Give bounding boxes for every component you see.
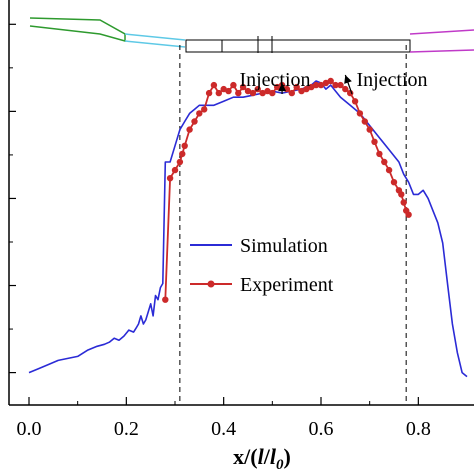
data-point-experiment bbox=[332, 81, 339, 89]
annotation-arrow-head bbox=[344, 75, 352, 84]
data-point-experiment bbox=[264, 87, 271, 95]
data-point-experiment bbox=[269, 89, 276, 97]
data-point-experiment bbox=[205, 89, 213, 97]
x-axis-title-l0: l bbox=[270, 444, 277, 469]
x-axis-title-slash: / bbox=[263, 444, 271, 469]
data-point-experiment bbox=[303, 85, 310, 93]
data-point-experiment bbox=[390, 179, 398, 186]
data-point-experiment bbox=[398, 191, 405, 198]
data-point-experiment bbox=[162, 296, 169, 303]
data-point-experiment bbox=[376, 150, 383, 158]
data-point-experiment bbox=[342, 85, 349, 93]
x-tick-label: 0.2 bbox=[114, 418, 139, 440]
data-point-experiment bbox=[347, 89, 354, 97]
data-point-experiment bbox=[322, 79, 330, 87]
data-point-experiment bbox=[201, 106, 208, 113]
x-tick-label: 0.4 bbox=[211, 418, 236, 440]
data-point-experiment bbox=[254, 85, 261, 93]
data-point-experiment bbox=[312, 81, 320, 89]
data-point-experiment bbox=[225, 87, 232, 95]
data-point-experiment bbox=[400, 199, 407, 206]
data-point-experiment bbox=[176, 158, 184, 166]
data-point-experiment bbox=[244, 87, 252, 95]
data-point-experiment bbox=[298, 87, 305, 95]
data-point-experiment bbox=[361, 118, 368, 125]
x-axis-title-close: ) bbox=[284, 444, 291, 469]
series-line-simulation bbox=[28, 80, 468, 378]
data-point-experiment bbox=[239, 83, 247, 91]
data-point-experiment bbox=[381, 158, 388, 166]
data-point-experiment bbox=[317, 81, 325, 89]
data-point-experiment bbox=[293, 83, 300, 91]
annotations: Injection Injection bbox=[239, 69, 428, 95]
x-tick-label: 0.0 bbox=[17, 418, 42, 440]
x-tick-label: 0.8 bbox=[406, 418, 431, 440]
converging-section bbox=[124, 33, 186, 48]
annotation-label: Injection bbox=[356, 69, 427, 91]
legend: Simulation Experiment bbox=[190, 235, 334, 296]
data-point-experiment bbox=[337, 81, 344, 89]
data-point-experiment bbox=[166, 175, 174, 182]
data-point-experiment bbox=[366, 126, 373, 133]
x-axis-title: x/(l/l0) bbox=[233, 444, 291, 473]
data-point-experiment bbox=[274, 83, 281, 91]
annotation-arrow-head bbox=[278, 83, 287, 92]
data-point-experiment bbox=[230, 81, 237, 89]
data-point-experiment bbox=[235, 89, 242, 97]
data-point-experiment bbox=[186, 126, 193, 133]
inlet-section bbox=[29, 17, 126, 42]
axis-ticks: 0.0 0.2 0.4 0.6 0.8 bbox=[9, 23, 431, 440]
combustor-body bbox=[185, 39, 411, 53]
series-layer bbox=[28, 77, 468, 378]
data-point-experiment bbox=[181, 142, 188, 149]
engine-geometry bbox=[29, 17, 474, 53]
reference-lines bbox=[179, 45, 407, 405]
x-tick-label: 0.6 bbox=[309, 418, 334, 440]
x-axis-title-l: l bbox=[258, 444, 265, 469]
data-point-experiment bbox=[191, 118, 198, 125]
data-point-experiment bbox=[371, 138, 378, 145]
legend-experiment-label: Experiment bbox=[240, 274, 334, 296]
data-point-experiment bbox=[220, 85, 227, 93]
data-point-experiment bbox=[356, 110, 364, 117]
data-point-experiment bbox=[259, 89, 266, 97]
x-axis-title-main: x/( bbox=[233, 444, 257, 469]
data-point-experiment bbox=[288, 89, 295, 97]
data-point-experiment bbox=[249, 89, 257, 97]
data-point-experiment bbox=[179, 150, 186, 158]
legend-experiment-marker bbox=[207, 280, 215, 288]
x-axis-title-subscript: 0 bbox=[276, 457, 284, 473]
data-point-experiment bbox=[385, 166, 393, 174]
data-point-experiment bbox=[351, 98, 359, 105]
data-point-experiment bbox=[405, 211, 412, 218]
outlet-section bbox=[409, 29, 474, 53]
data-point-experiment bbox=[308, 83, 315, 91]
data-point-experiment bbox=[171, 166, 179, 174]
data-point-experiment bbox=[210, 81, 218, 89]
annotation-label: Injection bbox=[239, 69, 310, 91]
legend-simulation-label: Simulation bbox=[240, 235, 328, 257]
data-point-experiment bbox=[196, 110, 203, 117]
data-point-experiment bbox=[327, 77, 334, 85]
data-point-experiment bbox=[215, 89, 222, 97]
